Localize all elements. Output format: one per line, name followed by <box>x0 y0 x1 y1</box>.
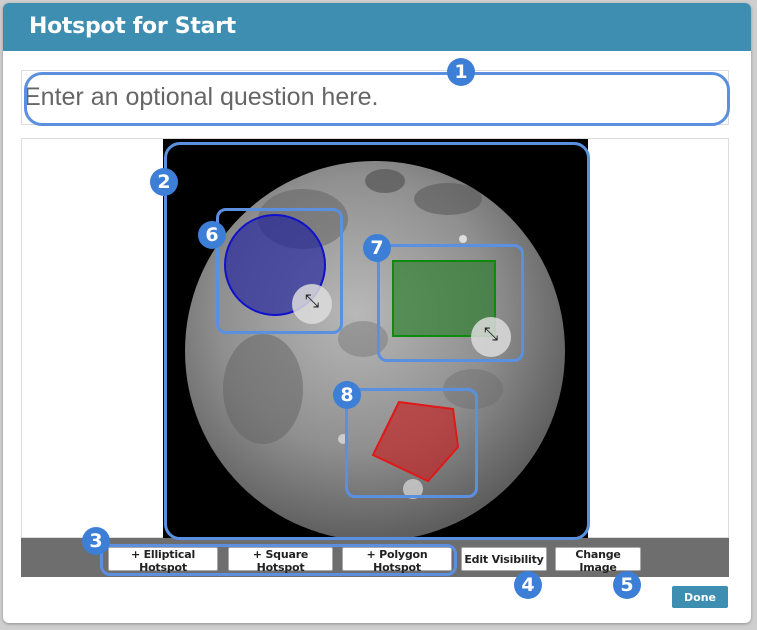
hotspot-overlay <box>224 214 496 483</box>
question-field <box>21 70 729 125</box>
callout-badge-3: 3 <box>82 527 110 555</box>
callout-badge-2: 2 <box>150 168 178 196</box>
question-input[interactable] <box>22 71 728 124</box>
ellipse-resize-handle[interactable]: ⤡ <box>292 284 332 324</box>
resize-diagonal-icon: ⤡ <box>304 291 320 312</box>
add-polygon-hotspot-button[interactable]: + Polygon Hotspot <box>342 547 452 574</box>
callout-badge-8: 8 <box>333 381 361 409</box>
dialog-header: Hotspot for Start <box>3 3 751 51</box>
callout-badge-5: 5 <box>613 571 641 599</box>
edit-visibility-button[interactable]: Edit Visibility <box>461 547 547 571</box>
polygon-hotspot[interactable] <box>371 400 460 483</box>
resize-diagonal-icon: ⤡ <box>483 324 499 345</box>
hotspot-image[interactable]: ⤡ ⤡ <box>163 139 588 538</box>
change-image-button[interactable]: Change Image <box>555 547 641 574</box>
add-elliptical-hotspot-button[interactable]: + Elliptical Hotspot <box>108 547 218 574</box>
add-square-hotspot-button[interactable]: + Square Hotspot <box>228 547 333 574</box>
dialog-title: Hotspot for Start <box>29 14 236 39</box>
square-resize-handle[interactable]: ⤡ <box>471 317 511 357</box>
callout-badge-1: 1 <box>447 58 475 86</box>
callout-badge-6: 6 <box>198 221 226 249</box>
callout-badge-4: 4 <box>514 571 542 599</box>
callout-badge-7: 7 <box>363 234 391 262</box>
done-button[interactable]: Done <box>672 586 728 608</box>
